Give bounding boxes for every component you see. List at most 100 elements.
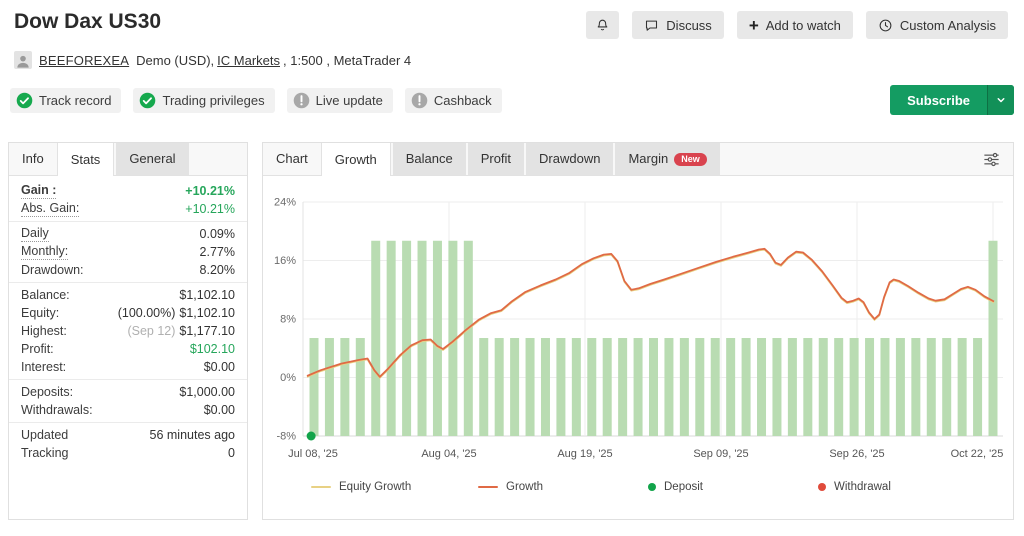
- stat-value: $1,177.10: [179, 324, 235, 338]
- stat-label[interactable]: Abs. Gain:: [21, 201, 80, 217]
- tab-chart[interactable]: Chart: [263, 143, 321, 175]
- activity-bar: [849, 338, 859, 436]
- activity-bar: [710, 338, 720, 436]
- divider: [9, 379, 247, 380]
- activity-bar: [587, 338, 597, 436]
- stat-value: $102.10: [189, 342, 235, 356]
- custom-analysis-label: Custom Analysis: [899, 17, 996, 33]
- growth-line: [306, 247, 995, 378]
- x-tick-label: Oct 22, '25: [951, 448, 1004, 460]
- deposit-marker[interactable]: [306, 431, 316, 441]
- account-row: BEEFOREXEA Demo (USD), IC Markets , 1:50…: [14, 51, 411, 69]
- verification-badges: Track record Trading privileges Live updat…: [10, 88, 502, 113]
- activity-bar: [988, 240, 998, 436]
- custom-analysis-button[interactable]: Custom Analysis: [865, 11, 1008, 39]
- activity-bar: [818, 338, 828, 436]
- chevron-down-icon[interactable]: [987, 85, 1014, 115]
- stat-row-daily: Daily 0.09%: [9, 225, 247, 243]
- stat-label[interactable]: Monthly:: [21, 244, 69, 260]
- chart-card: Chart Growth Balance Profit Drawdown Margin Ne…: [262, 142, 1014, 520]
- stat-row-monthly: Monthly: 2.77%: [9, 243, 247, 261]
- activity-bar: [494, 338, 504, 436]
- x-tick-label: Aug 19, '25: [557, 448, 612, 460]
- stat-value-wrap: (Sep 12) $1,177.10: [127, 324, 235, 338]
- stat-value: $1,000.00: [179, 385, 235, 399]
- activity-bar: [618, 338, 628, 436]
- account-type: Demo (USD),: [136, 52, 215, 68]
- badge-track-record[interactable]: Track record: [10, 88, 122, 113]
- tab-label: Profit: [480, 151, 512, 166]
- stat-label: Withdrawals:: [21, 403, 93, 417]
- tab-growth[interactable]: Growth: [320, 143, 391, 176]
- notifications-button[interactable]: [586, 11, 620, 39]
- legend-item-deposit[interactable]: Deposit: [648, 481, 703, 493]
- stat-row-interest: Interest: $0.00: [9, 358, 247, 376]
- tab-label: Stats: [70, 151, 101, 167]
- tab-profit[interactable]: Profit: [467, 143, 525, 175]
- stat-row-deposits: Deposits: $1,000.00: [9, 383, 247, 401]
- exclamation-circle-icon: [293, 92, 309, 109]
- activity-bar: [942, 338, 952, 436]
- stat-value: 0: [228, 446, 235, 460]
- activity-bar: [865, 338, 875, 436]
- activity-bar: [649, 338, 658, 436]
- stat-label: Tracking: [21, 446, 69, 460]
- tab-info[interactable]: Info: [9, 143, 57, 175]
- stat-row-updated: Updated 56 minutes ago: [9, 426, 247, 444]
- add-to-watch-button[interactable]: + Add to watch: [736, 11, 853, 39]
- legend-item-equity-growth[interactable]: Equity Growth: [311, 481, 411, 493]
- sliders-icon: [984, 152, 999, 167]
- legend-item-growth[interactable]: Growth: [478, 481, 543, 493]
- new-badge: New: [674, 152, 707, 166]
- tab-balance[interactable]: Balance: [392, 143, 466, 175]
- discuss-button[interactable]: Discuss: [632, 11, 724, 39]
- activity-bar: [417, 240, 427, 436]
- activity-bar: [540, 338, 550, 436]
- tab-margin[interactable]: Margin New: [615, 143, 720, 175]
- stat-row-equity: Equity: (100.00%) $1,102.10: [9, 304, 247, 322]
- stat-label[interactable]: Daily: [21, 226, 49, 242]
- stat-value-wrap: $0.00: [204, 360, 235, 374]
- avatar: [14, 51, 32, 69]
- stat-row-withdrawals: Withdrawals: $0.00: [9, 401, 247, 419]
- stat-value: 56 minutes ago: [149, 428, 235, 442]
- subscribe-button[interactable]: Subscribe: [890, 85, 1014, 115]
- badge-trading-privileges[interactable]: Trading privileges: [133, 88, 275, 113]
- stat-row-profit: Profit: $102.10: [9, 340, 247, 358]
- growth-chart[interactable]: 24% 16% 8% 0% -8% Jul 08, '25 Aug 04, '25 Aug 1…: [263, 176, 1015, 466]
- username-link[interactable]: BEEFOREXEA: [39, 52, 130, 68]
- activity-bar: [340, 338, 350, 436]
- activity-bar: [926, 338, 936, 436]
- stat-value: $0.00: [203, 360, 235, 374]
- activity-bar: [973, 338, 983, 436]
- broker-link[interactable]: IC Markets: [217, 52, 280, 68]
- badge-live-update[interactable]: Live update: [286, 88, 393, 113]
- activity-bar: [664, 338, 674, 436]
- stat-value-wrap: $1,102.10: [179, 288, 235, 302]
- stat-label: Interest:: [21, 360, 67, 374]
- chart-settings-button[interactable]: [982, 150, 1001, 172]
- bell-icon: [597, 19, 608, 30]
- activity-bar: [355, 338, 365, 436]
- stat-row-highest: Highest: (Sep 12) $1,177.10: [9, 322, 247, 340]
- activity-bar: [741, 338, 751, 436]
- badge-cashback[interactable]: Cashback: [404, 88, 502, 113]
- legend-label: Growth: [506, 481, 544, 493]
- activity-bar: [402, 240, 412, 436]
- divider: [9, 221, 247, 222]
- activity-bar: [633, 338, 643, 436]
- y-tick-label: 24%: [274, 197, 296, 209]
- tab-general[interactable]: General: [116, 143, 189, 175]
- chart-legend: Equity Growth Growth Deposit Withdrawal: [263, 481, 1015, 499]
- tab-label: Info: [22, 151, 44, 166]
- stat-value-wrap: 2.77%: [200, 245, 235, 259]
- stat-value-wrap: 0.09%: [200, 227, 235, 241]
- stat-label[interactable]: Gain :: [21, 183, 57, 199]
- stat-row-tracking: Tracking 0: [9, 444, 247, 462]
- x-tick-label: Sep 26, '25: [829, 448, 884, 460]
- tab-drawdown[interactable]: Drawdown: [526, 143, 614, 175]
- tab-stats[interactable]: Stats: [56, 143, 115, 176]
- y-tick-label: 0%: [280, 372, 296, 384]
- legend-item-withdrawal[interactable]: Withdrawal: [818, 481, 891, 493]
- legend-swatch: [648, 483, 656, 491]
